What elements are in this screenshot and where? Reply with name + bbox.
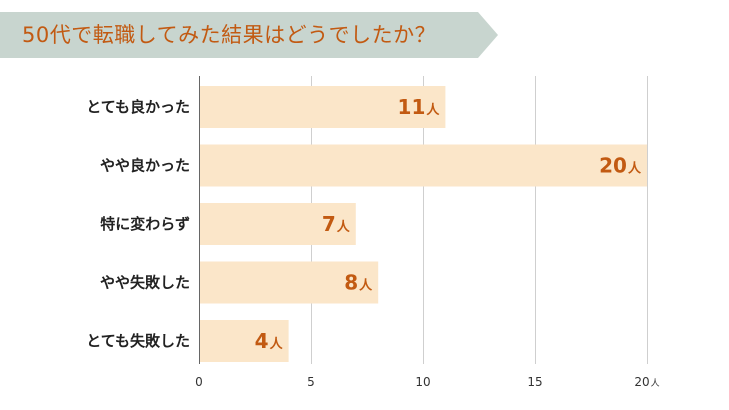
value-label-4: 4人: [255, 329, 284, 353]
value-unit-1: 人: [628, 161, 642, 177]
value-unit-0: 人: [426, 102, 440, 118]
chart-title: 50代で転職してみた結果はどうでしたか？: [22, 23, 437, 47]
category-label-4: とても失敗した: [86, 332, 190, 350]
bar-0: [200, 86, 446, 128]
bar-1: [200, 144, 647, 187]
tick-label-0: 0: [195, 375, 203, 389]
value-number-2: 7: [322, 212, 336, 236]
value-number-4: 4: [255, 329, 269, 353]
tick-unit-label: 人: [651, 378, 660, 389]
value-number-1: 20: [599, 154, 627, 178]
value-label-3: 8人: [344, 271, 373, 295]
tick-label-5: 5: [307, 375, 315, 389]
value-label-1: 20人: [599, 154, 642, 178]
category-label-1: やや良かった: [100, 157, 190, 175]
bar-4: [200, 320, 289, 362]
tick-label-15: 15: [527, 375, 542, 389]
value-unit-3: 人: [359, 278, 373, 294]
value-unit-4: 人: [270, 336, 284, 352]
bar-2: [200, 203, 356, 245]
title-banner-shape: [0, 12, 498, 58]
tick-label-20: 20人: [634, 375, 659, 389]
value-label-0: 11人: [398, 95, 441, 119]
category-label-0: とても良かった: [86, 98, 190, 116]
category-label-2: 特に変わらず: [100, 215, 190, 233]
bar-3: [200, 261, 379, 304]
x-axis-ticks: 0 5 10 15 20人: [195, 375, 659, 389]
title-banner: 50代で転職してみた結果はどうでしたか？: [0, 12, 500, 58]
value-unit-2: 人: [337, 219, 351, 235]
tick-label-10: 10: [415, 375, 430, 389]
category-label-3: やや失敗した: [100, 274, 190, 292]
value-label-2: 7人: [322, 212, 351, 236]
value-number-3: 8: [344, 271, 358, 295]
value-number-0: 11: [398, 95, 426, 119]
